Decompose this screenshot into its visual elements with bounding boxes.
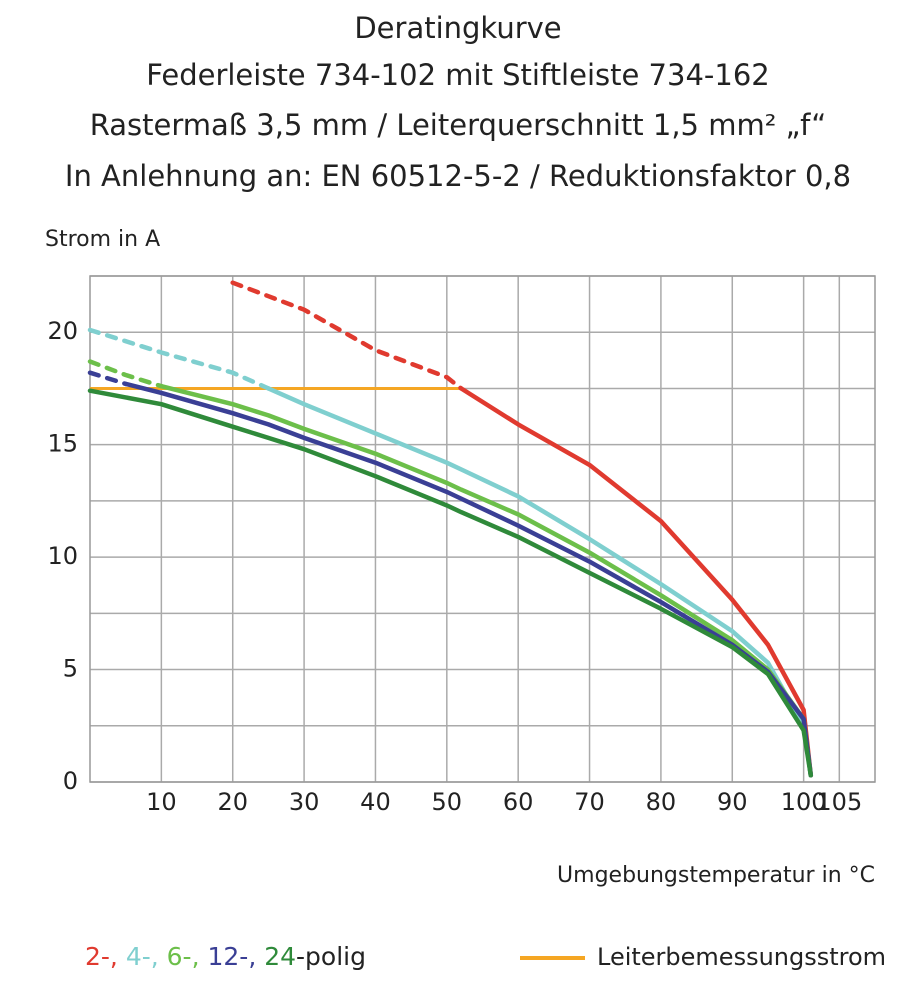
x-tick-label: 40 (360, 788, 391, 816)
x-tick-label: 105 (816, 788, 862, 816)
x-tick-label: 80 (646, 788, 677, 816)
legend-entry: 12-, (207, 942, 256, 971)
line (87, 388, 814, 778)
chart-title: In Anlehnung an: EN 60512-5-2 / Reduktio… (65, 159, 851, 193)
x-tick-label: 60 (503, 788, 534, 816)
x-tick-label: 70 (574, 788, 605, 816)
x-tick-label: 90 (717, 788, 748, 816)
x-tick-label: 100 (781, 788, 827, 816)
dashed-line (87, 370, 128, 387)
line (123, 381, 814, 778)
legend-entry: 6-, (167, 942, 200, 971)
legend-suffix: -polig (296, 942, 366, 971)
y-tick-label: 15 (47, 430, 78, 458)
y-axis-label: Strom in A (45, 227, 160, 252)
legend: 2-, 4-, 6-, 12-, 24-polig (85, 942, 366, 971)
line (266, 386, 814, 778)
x-axis-label: Umgebungstemperatur in °C (557, 863, 875, 888)
y-tick-label: 20 (47, 317, 78, 345)
dashed-line (87, 327, 271, 391)
y-tick-label: 10 (47, 542, 78, 570)
y-tick-label: 0 (63, 767, 78, 795)
chart-title: Deratingkurve (354, 11, 561, 45)
dashed-line (87, 359, 164, 389)
chart-title: Federleiste 734-102 mit Stiftleiste 734-… (146, 58, 769, 92)
x-tick-label: 20 (217, 788, 248, 816)
x-tick-label: 50 (432, 788, 463, 816)
legend-entry: 4-, (126, 942, 159, 971)
legend-entry: 24 (264, 942, 296, 971)
x-tick-label: 10 (146, 788, 177, 816)
dashed-line (230, 280, 464, 391)
line (458, 386, 814, 778)
x-tick-label: 30 (289, 788, 320, 816)
chart-title: Rastermaß 3,5 mm / Leiterquerschnitt 1,5… (90, 108, 826, 142)
y-tick-label: 5 (63, 655, 78, 683)
legend-entry: Leiterbemessungsstrom (597, 943, 886, 971)
plot-frame (89, 275, 876, 783)
legend-entry: 2-, (85, 942, 118, 971)
